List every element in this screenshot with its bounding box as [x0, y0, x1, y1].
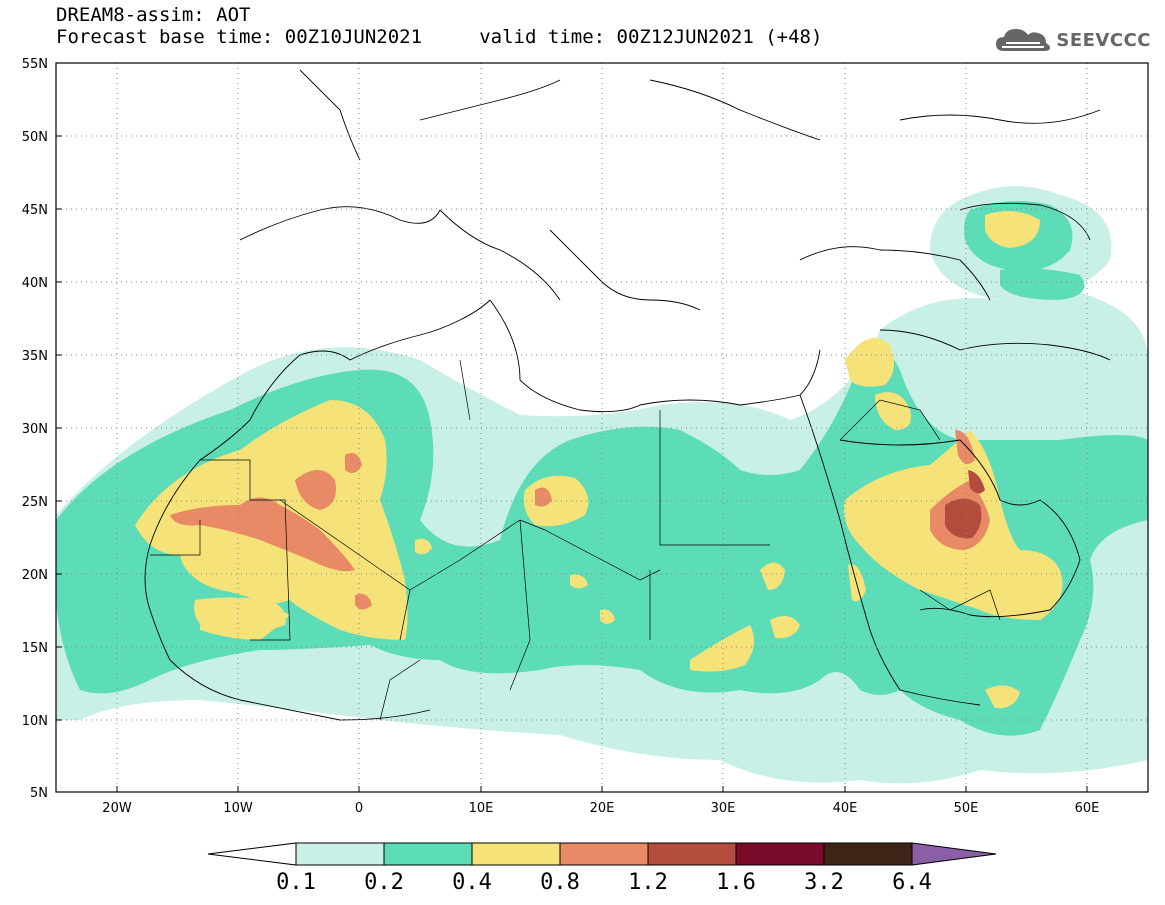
lon-label: 20E: [590, 801, 615, 816]
lat-label: 50N: [22, 130, 48, 145]
lon-label: 0: [355, 801, 363, 816]
country-borders: [150, 359, 1001, 721]
lon-label: 40E: [833, 801, 858, 816]
colorbar-label: 0.2: [364, 870, 404, 895]
colorbar-segment: [735, 842, 825, 866]
lat-label: 20N: [22, 568, 48, 583]
seevccc-logo: SEEVCCC: [994, 20, 1151, 60]
lon-label: 10E: [469, 801, 494, 816]
logo-text: SEEVCCC: [1056, 29, 1151, 51]
lon-label: 50E: [954, 801, 979, 816]
colorbar-high-extend: [911, 842, 997, 866]
aot-band-1.2: [945, 470, 985, 539]
colorbar-label: 0.1: [276, 870, 316, 895]
lat-label: 5N: [30, 786, 48, 801]
colorbar-label: 0.4: [452, 870, 492, 895]
tick-marks: [56, 62, 1088, 792]
colorbar-segment: [295, 842, 385, 866]
lat-label: 15N: [22, 641, 48, 656]
colorbar-label: 6.4: [892, 870, 932, 895]
colorbar: 0.1 0.2 0.4 0.8 1.2 1.6 3.2 6.4: [207, 842, 997, 895]
lon-label: 20W: [102, 801, 132, 816]
colorbar-label: 0.8: [540, 870, 580, 895]
map-title: DREAM8-assim: AOT: [56, 4, 251, 26]
colorbar-segment: [559, 842, 649, 866]
colorbar-segment: [471, 842, 561, 866]
colorbar-segment: [823, 842, 913, 866]
lat-label: 25N: [22, 495, 48, 510]
lon-label: 10W: [223, 801, 253, 816]
cloud-icon: [996, 29, 1051, 51]
map-subtitle: Forecast base time: 00Z10JUN2021 valid t…: [56, 26, 823, 48]
lat-label: 35N: [22, 349, 48, 364]
colorbar-label: 1.2: [628, 870, 668, 895]
lon-label: 30E: [711, 801, 736, 816]
lat-labels: 55N 50N 45N 40N 35N 30N 25N 20N 15N 10N …: [22, 57, 48, 801]
lat-label: 45N: [22, 203, 48, 218]
graticule: [56, 63, 1148, 792]
colorbar-label: 3.2: [804, 870, 844, 895]
lat-label: 55N: [22, 57, 48, 72]
colorbar-segment: [383, 842, 473, 866]
lat-label: 30N: [22, 422, 48, 437]
lon-labels: 20W 10W 0 10E 20E 30E 40E 50E 60E: [102, 801, 1099, 816]
lat-label: 40N: [22, 276, 48, 291]
colorbar-segment: [647, 842, 737, 866]
colorbar-low-extend: [207, 842, 297, 866]
lat-label: 10N: [22, 714, 48, 729]
colorbar-label: 1.6: [716, 870, 756, 895]
lon-label: 60E: [1075, 801, 1100, 816]
